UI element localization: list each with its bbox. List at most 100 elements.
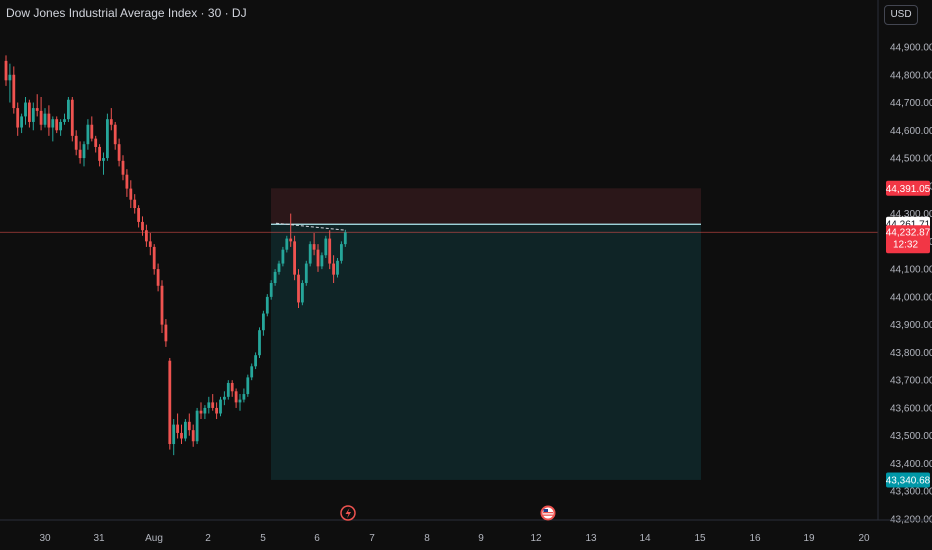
time-tick-label: 19 <box>803 533 815 544</box>
candle <box>113 121 117 150</box>
candle <box>246 374 250 397</box>
candle <box>137 205 140 228</box>
stop-loss-zone[interactable] <box>271 188 701 225</box>
time-tick-label: 7 <box>369 533 375 544</box>
candle <box>109 108 113 131</box>
candle <box>203 405 207 420</box>
candle <box>230 380 234 397</box>
currency-button[interactable]: USD <box>884 5 918 25</box>
stop-loss-price-text: 44,391.05 <box>886 184 931 195</box>
candle <box>304 260 308 286</box>
price-tick-label: 44,500.00 <box>890 154 932 165</box>
price-tick-label: 44,700.00 <box>890 98 932 109</box>
time-tick-label: 2 <box>205 533 211 544</box>
candle <box>265 294 269 317</box>
candle <box>273 269 277 286</box>
price-tick-label: 44,300.00 <box>890 209 932 220</box>
candle <box>74 130 78 156</box>
price-tick-label: 44,600.00 <box>890 126 932 137</box>
time-tick-label: 8 <box>424 533 430 544</box>
take-profit-price-label: 43,340.68 <box>886 472 931 488</box>
candle <box>59 119 62 136</box>
candle <box>28 99 31 128</box>
time-tick-label: 6 <box>314 533 320 544</box>
candle <box>8 63 12 103</box>
take-profit-price-text: 43,340.68 <box>886 475 931 486</box>
earnings-event-icon[interactable] <box>340 505 356 521</box>
candle <box>125 169 129 197</box>
candle <box>16 102 20 136</box>
candle <box>320 252 324 270</box>
candle <box>308 241 312 267</box>
trend-dashed-line[interactable] <box>275 222 347 231</box>
candle <box>269 280 273 300</box>
candle <box>24 96 27 125</box>
candle <box>258 327 261 358</box>
price-tick-label: 43,700.00 <box>890 376 932 387</box>
time-axis[interactable]: 30 31 Aug 2 5 6 7 8 9 12 13 14 15 16 19 20 <box>39 533 870 544</box>
candle <box>152 244 156 275</box>
candle <box>70 96 74 142</box>
candle <box>133 194 137 214</box>
last-price-label: 44,232.87 12:32 <box>886 225 931 254</box>
time-tick-label: 12 <box>530 533 542 544</box>
candle <box>148 233 152 256</box>
price-tick-label: 44,800.00 <box>890 70 932 81</box>
candle <box>238 394 242 411</box>
candle <box>106 113 109 161</box>
price-tick-label: 43,500.00 <box>890 431 932 442</box>
entry-price-text: 44,261.71 <box>886 220 931 231</box>
candle <box>4 55 8 86</box>
candle <box>215 402 218 420</box>
candle <box>219 396 222 417</box>
candle <box>316 244 320 272</box>
candle <box>35 94 39 117</box>
candle <box>141 216 144 236</box>
price-axis[interactable]: 44,900.00 44,800.00 44,700.00 44,600.00 44,5… <box>890 43 932 526</box>
candle <box>168 357 172 450</box>
candle <box>262 310 265 336</box>
price-tick-label: 43,800.00 <box>890 348 932 359</box>
candle <box>12 66 16 114</box>
time-tick-label: 20 <box>858 533 870 544</box>
candle <box>117 138 121 167</box>
candle <box>172 419 176 456</box>
time-tick-label: 31 <box>93 533 105 544</box>
candle <box>293 235 296 281</box>
candle <box>226 380 230 400</box>
price-tick-label: 44,100.00 <box>890 265 932 276</box>
price-tick-label: 43,900.00 <box>890 320 932 331</box>
candle <box>336 258 339 278</box>
take-profit-zone[interactable] <box>271 224 701 480</box>
candle <box>301 280 304 306</box>
candle <box>51 116 55 142</box>
candle <box>86 119 90 150</box>
candle <box>199 402 203 420</box>
time-tick-label: 9 <box>478 533 484 544</box>
candles-group <box>4 55 347 456</box>
candle <box>156 263 160 292</box>
price-tick-label: 44,900.00 <box>890 43 932 54</box>
candle <box>242 388 246 403</box>
time-tick-label: 14 <box>639 533 651 544</box>
candle <box>55 116 59 134</box>
candle <box>340 241 343 264</box>
candle <box>164 319 168 347</box>
candle <box>31 102 35 131</box>
candle <box>207 396 211 414</box>
candle <box>250 363 254 381</box>
candle <box>312 233 316 256</box>
candle <box>195 407 199 445</box>
candle <box>285 235 289 253</box>
time-tick-label: 5 <box>260 533 266 544</box>
price-tick-label: 43,600.00 <box>890 403 932 414</box>
candle <box>102 152 105 175</box>
us-flag-event-icon[interactable] <box>540 505 556 521</box>
candle <box>223 391 226 406</box>
time-tick-label: 30 <box>39 533 51 544</box>
candle <box>254 352 257 370</box>
countdown-text: 12:32 <box>893 240 918 251</box>
candle <box>289 213 293 247</box>
candle <box>67 96 70 122</box>
